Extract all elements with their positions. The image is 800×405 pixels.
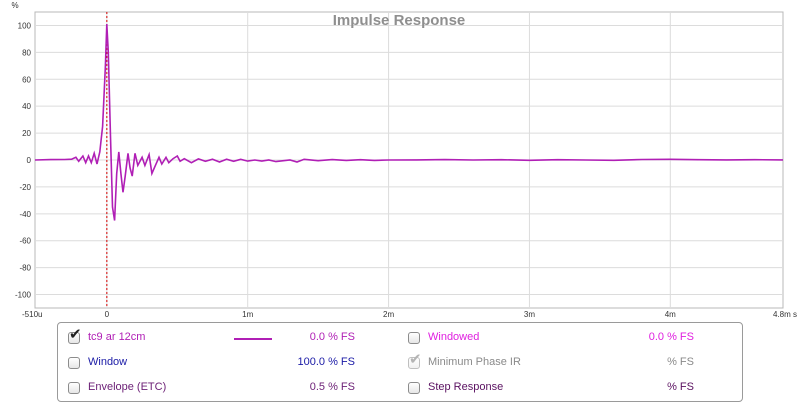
window-checkbox[interactable] — [68, 357, 80, 369]
x-axis-ticks: -510u 0 1m 2m 3m 4m 4.8m s — [22, 310, 797, 319]
windowed-label[interactable]: Windowed — [428, 331, 480, 343]
y-tick-label: 60 — [22, 75, 31, 84]
x-tick-label: 3m — [524, 310, 535, 319]
minphase-value: % FS — [667, 356, 694, 368]
envelope-checkbox[interactable] — [68, 382, 80, 394]
x-tick-label: 4m — [665, 310, 676, 319]
y-tick-label: -60 — [19, 237, 31, 246]
x-tick-label: 4.8m s — [773, 310, 797, 319]
x-tick-label: -510u — [22, 310, 42, 319]
y-tick-label: -40 — [19, 210, 31, 219]
step-label[interactable]: Step Response — [428, 381, 504, 393]
windowed-checkbox[interactable] — [408, 332, 420, 344]
chart-title: Impulse Response — [333, 12, 466, 29]
envelope-value: 0.5 % FS — [309, 381, 355, 393]
checkmark-icon: ✔ — [69, 325, 82, 343]
trace-value: 0.0 % FS — [309, 331, 355, 343]
trace-label[interactable]: tc9 ar 12cm — [88, 331, 146, 343]
window-label[interactable]: Window — [88, 356, 128, 368]
y-tick-label: 0 — [27, 156, 32, 165]
y-tick-label: -100 — [15, 291, 32, 300]
x-tick-label: 1m — [242, 310, 253, 319]
trace-color-swatch[interactable] — [234, 338, 272, 340]
step-value: % FS — [667, 381, 694, 393]
windowed-value: 0.0 % FS — [648, 331, 694, 343]
impulse-response-chart[interactable]: 100 80 60 40 20 0 -20 -40 -60 -80 -100 -510u 0 1m 2m 3… — [0, 0, 800, 320]
minphase-label[interactable]: Minimum Phase IR — [428, 356, 521, 368]
y-tick-label: 40 — [22, 102, 31, 111]
envelope-label[interactable]: Envelope (ETC) — [88, 381, 167, 393]
y-tick-label: -80 — [19, 264, 31, 273]
y-tick-label: -20 — [19, 183, 31, 192]
x-tick-label: 0 — [105, 310, 110, 319]
y-axis-unit-label: % — [11, 1, 18, 10]
y-axis-ticks: 100 80 60 40 20 0 -20 -40 -60 -80 -100 — [15, 21, 32, 299]
minphase-checkbox[interactable]: ✔ — [408, 352, 422, 369]
checkmark-icon: ✔ — [409, 350, 422, 368]
window-value: 100.0 % FS — [297, 356, 355, 368]
step-checkbox[interactable] — [408, 382, 420, 394]
y-tick-label: 100 — [18, 21, 32, 30]
x-tick-label: 2m — [383, 310, 394, 319]
y-tick-label: 80 — [22, 48, 31, 57]
trace-checkbox[interactable]: ✔ — [68, 327, 82, 344]
y-tick-label: 20 — [22, 129, 31, 138]
legend-panel: ✔ tc9 ar 12cm 0.0 % FS Windowed 0.0 % FS Wind… — [57, 322, 743, 402]
series-line-tc9-ar-12cm — [34, 24, 784, 221]
